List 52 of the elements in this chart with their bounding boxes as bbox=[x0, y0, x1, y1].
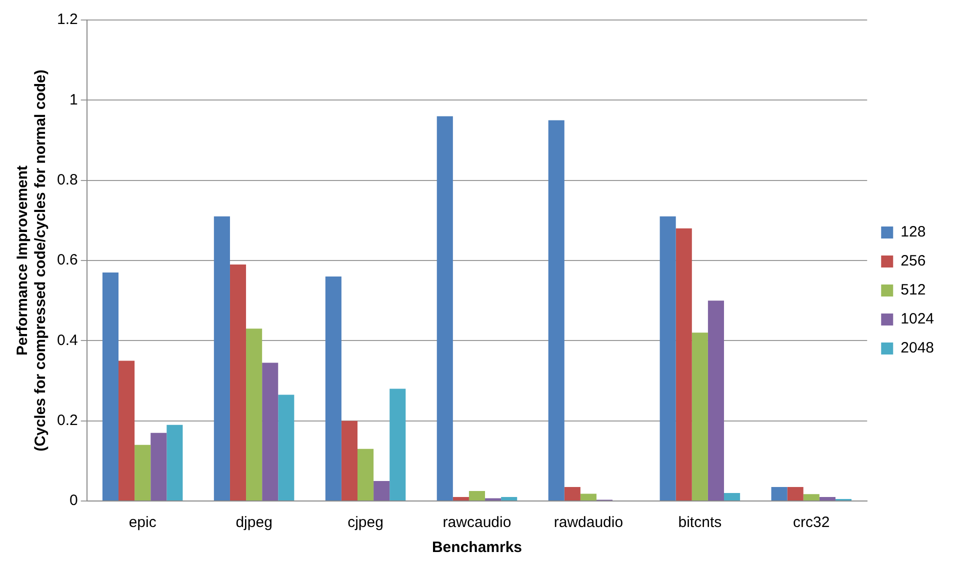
bar bbox=[278, 394, 294, 500]
bar bbox=[787, 486, 804, 500]
bar bbox=[262, 362, 278, 500]
y-axis-title: Performance Improvement (Cycles for compressed code/cycles for normal code) bbox=[14, 70, 50, 452]
bar bbox=[390, 388, 406, 500]
bar bbox=[102, 272, 119, 500]
bar bbox=[134, 444, 151, 500]
bar bbox=[692, 332, 708, 500]
legend-label: 512 bbox=[900, 282, 926, 299]
x-tick-label: rawcaudio bbox=[442, 514, 512, 532]
bar bbox=[708, 300, 724, 500]
bar bbox=[819, 496, 836, 500]
bar bbox=[468, 490, 486, 500]
bar bbox=[358, 448, 374, 500]
x-tick-label: bitcnts bbox=[678, 514, 722, 532]
x-tick-label: crc32 bbox=[793, 514, 830, 532]
x-tick-label: cjpeg bbox=[348, 514, 384, 532]
y-tick-label: 0.4 bbox=[56, 332, 78, 349]
bar bbox=[724, 492, 740, 500]
bar bbox=[230, 264, 246, 500]
y-tick-label: 0.6 bbox=[56, 252, 78, 269]
y-tick-label: 0.8 bbox=[56, 171, 78, 188]
bar bbox=[246, 328, 262, 500]
bar bbox=[214, 216, 230, 500]
bar bbox=[325, 276, 342, 500]
legend-label: 128 bbox=[900, 224, 926, 241]
x-tick-label: rawdaudio bbox=[554, 514, 624, 532]
bar bbox=[676, 228, 692, 500]
x-tick-label: djpeg bbox=[236, 514, 272, 532]
bar bbox=[166, 424, 183, 500]
x-tick-label: epic bbox=[128, 514, 157, 532]
legend-label: 2048 bbox=[900, 340, 934, 357]
bar bbox=[803, 494, 820, 500]
y-tick-label: 0 bbox=[70, 492, 78, 510]
bar bbox=[660, 216, 676, 500]
bar bbox=[501, 496, 518, 500]
bar bbox=[436, 116, 453, 500]
legend-label: 1024 bbox=[900, 310, 934, 328]
bar bbox=[771, 486, 788, 500]
y-tick-label: 1.2 bbox=[56, 11, 78, 28]
y-tick-label: 1 bbox=[70, 91, 78, 108]
bar bbox=[374, 480, 390, 500]
bar bbox=[341, 420, 358, 500]
legend-label: 256 bbox=[900, 252, 926, 270]
bar bbox=[452, 496, 469, 500]
bar bbox=[118, 360, 135, 500]
bar bbox=[564, 486, 580, 500]
bar bbox=[580, 494, 596, 500]
x-axis-title: Benchamrks bbox=[432, 539, 522, 556]
bar bbox=[150, 432, 167, 500]
bar bbox=[548, 120, 564, 500]
y-tick-label: 0.2 bbox=[56, 412, 78, 429]
